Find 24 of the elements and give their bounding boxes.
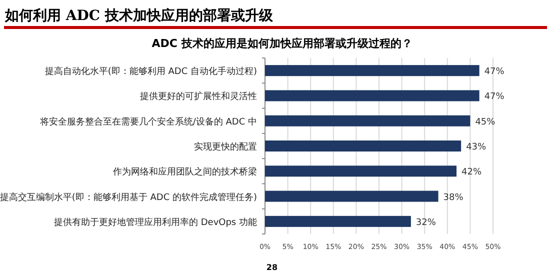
data-label: 47% [484, 92, 505, 102]
y-tick-label: 实现更快的配置 [194, 142, 257, 152]
bar [265, 115, 470, 126]
data-label: 32% [416, 218, 436, 228]
bar [265, 166, 457, 177]
data-label: 43% [466, 142, 487, 152]
y-tick-label: 作为网络和应用团队之间的技术桥梁 [112, 166, 257, 178]
y-tick-label: 将安全服务整合至在需要几个安全系统/设备的 ADC 中 [38, 116, 257, 128]
y-tick-label: 提供有助于更好地管理应用利用率的 DevOps 功能 [54, 216, 257, 228]
bar [265, 140, 462, 152]
text: 28 [266, 263, 278, 272]
chart-subtitle: ADC 技术的应用是如何加快应用部署或升级过程的？ [152, 37, 412, 50]
y-tick-label: 提高交互编制水平(即：能够利用基于 ADC 的软件完成管理任务) [0, 192, 257, 203]
y-tick-label: 提高自动化水平(即：能够利用 ADC 自动化手动过程) [44, 66, 257, 78]
bar [265, 190, 438, 202]
bar [265, 65, 480, 76]
data-label: 47% [484, 67, 505, 78]
data-label: 45% [475, 117, 496, 128]
data-label: 38% [443, 192, 464, 203]
bar [265, 90, 480, 102]
y-tick-label: 提供更好的可扩展性和灵活性 [140, 91, 257, 102]
text: 如何利用 ADC 技术加快应用的部署或升级 [4, 7, 274, 24]
data-label: 42% [462, 168, 482, 178]
bar [265, 216, 411, 227]
